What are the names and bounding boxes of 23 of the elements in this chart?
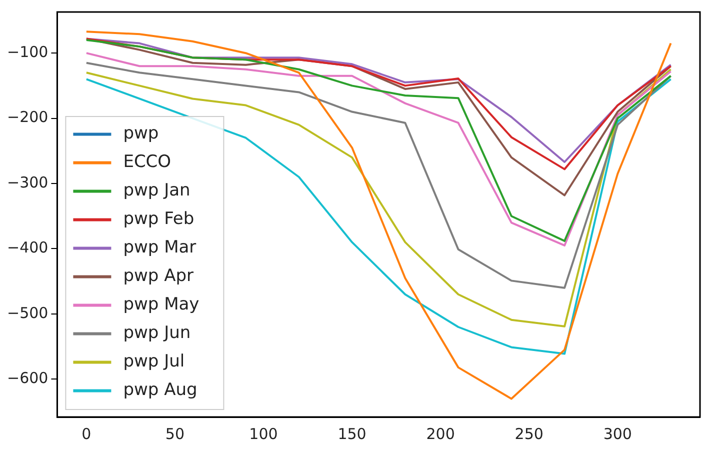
legend-label: pwp Aug (123, 380, 198, 400)
legend-label: pwp Apr (123, 266, 194, 286)
legend-label: pwp Mar (123, 238, 196, 258)
legend-label: pwp (123, 124, 159, 144)
x-tick-label: 200 (426, 424, 455, 443)
x-tick-label: 150 (338, 424, 366, 443)
legend-label: pwp Feb (123, 209, 194, 230)
legend-label: pwp Jul (123, 352, 185, 372)
legend-label: pwp Jan (123, 180, 190, 201)
x-tick-label: 100 (249, 424, 278, 443)
x-tick-label: 250 (514, 424, 544, 443)
y-tick-label: −400 (6, 238, 48, 257)
y-tick-label: −200 (6, 108, 48, 126)
y-tick-label: −100 (6, 42, 48, 61)
legend-label: pwp Jun (123, 323, 191, 344)
legend-label: pwp May (123, 294, 200, 315)
x-tick-label: 300 (603, 424, 632, 443)
x-tick-label: 50 (165, 424, 185, 443)
y-tick-label: −300 (6, 173, 48, 192)
x-tick-label: 0 (82, 424, 92, 443)
legend-label: ECCO (123, 152, 172, 172)
y-tick-label: −600 (6, 369, 48, 388)
y-tick-label: −500 (6, 304, 48, 322)
